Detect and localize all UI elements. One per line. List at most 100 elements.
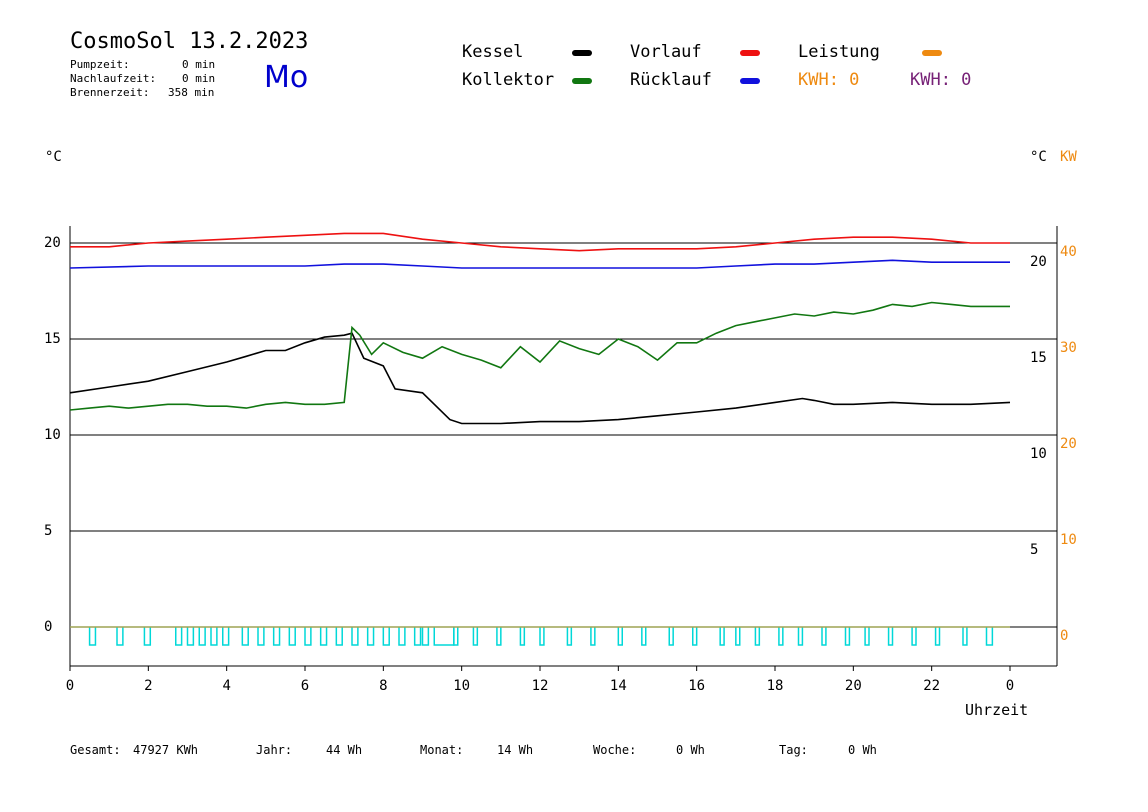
y-right-kw-tick-40: 40 bbox=[1060, 244, 1077, 260]
legend-kessel-swatch bbox=[572, 50, 592, 56]
y-right-c-tick-15: 15 bbox=[1030, 350, 1047, 366]
stat-pumpzeit-value: 0 min bbox=[182, 58, 216, 71]
footer-gesamt-label: Gesamt: bbox=[70, 743, 121, 757]
stat-pumpzeit-label: Pumpzeit: bbox=[70, 58, 130, 71]
series-line-vorlauf bbox=[70, 232, 1010, 252]
burner-pulse bbox=[116, 627, 124, 646]
burner-pulse bbox=[754, 627, 761, 646]
burner-pulse bbox=[88, 627, 97, 646]
burner-pulse bbox=[421, 627, 430, 646]
burner-pulse bbox=[821, 627, 827, 646]
x-tick-11: 22 bbox=[923, 678, 940, 694]
burner-pulse bbox=[641, 627, 647, 646]
burner-pulse bbox=[304, 627, 312, 646]
burner-pulse bbox=[539, 627, 545, 646]
x-tick-6: 12 bbox=[532, 678, 549, 694]
footer-tag-value: 0 Wh bbox=[848, 743, 877, 757]
x-tick-8: 16 bbox=[688, 678, 705, 694]
burner-pulse bbox=[985, 627, 994, 646]
burner-pulse bbox=[319, 627, 328, 646]
legend-kwh-leistung: KWH: 0 bbox=[798, 70, 860, 90]
y-left-tick-0: 0 bbox=[44, 619, 52, 635]
footer-monat-value: 14 Wh bbox=[497, 743, 534, 757]
burner-pulse bbox=[272, 627, 281, 646]
x-tick-9: 18 bbox=[767, 678, 784, 694]
burner-pulse bbox=[864, 627, 870, 646]
burner-pulse bbox=[453, 627, 459, 646]
y-right-kw-tick-0: 0 bbox=[1060, 628, 1068, 644]
burner-pulse bbox=[797, 627, 804, 646]
burner-pulse bbox=[198, 627, 206, 646]
right-axis-unit-celsius: °C bbox=[1030, 149, 1047, 165]
legend-leistung-swatch bbox=[922, 50, 942, 56]
burner-pulse bbox=[186, 627, 195, 646]
burner-pulse bbox=[257, 627, 265, 646]
x-axis-label: Uhrzeit bbox=[965, 701, 1028, 719]
burner-pulse bbox=[735, 627, 741, 646]
y-left-tick-10: 10 bbox=[44, 427, 61, 443]
y-right-c-tick-10: 10 bbox=[1030, 446, 1047, 462]
burner-pulse bbox=[366, 627, 375, 646]
burner-pulse bbox=[566, 627, 573, 646]
footer-woche-label: Woche: bbox=[593, 743, 637, 757]
burner-pulse bbox=[719, 627, 725, 646]
burner-pulse bbox=[519, 627, 526, 646]
burner-pulse bbox=[398, 627, 406, 646]
legend-vorlauf-swatch bbox=[740, 50, 760, 56]
footer-tag-label: Tag: bbox=[779, 743, 808, 757]
burner-pulse bbox=[668, 627, 674, 646]
x-tick-4: 8 bbox=[379, 678, 387, 694]
y-right-c-tick-5: 5 bbox=[1030, 542, 1038, 558]
burner-pulse bbox=[692, 627, 698, 646]
legend-ruecklauf-label: Rücklauf bbox=[630, 70, 712, 90]
burner-pulse bbox=[911, 627, 917, 646]
x-tick-7: 14 bbox=[610, 678, 627, 694]
burner-pulse bbox=[222, 627, 230, 646]
burner-pulse bbox=[887, 627, 894, 646]
legend-kollektor-swatch bbox=[572, 78, 592, 84]
legend-kollektor-label: Kollektor bbox=[462, 70, 555, 90]
x-tick-2: 4 bbox=[222, 678, 230, 694]
right-axis-unit-kw: KW bbox=[1060, 149, 1077, 165]
footer-monat-label: Monat: bbox=[420, 743, 464, 757]
stat-nachlaufzeit-value: 0 min bbox=[182, 72, 216, 85]
stat-nachlaufzeit-label: Nachlaufzeit: bbox=[70, 72, 157, 85]
burner-pulse bbox=[617, 627, 623, 646]
footer-gesamt-value: 47927 KWh bbox=[133, 743, 199, 757]
x-tick-3: 6 bbox=[301, 678, 309, 694]
y-right-kw-tick-10: 10 bbox=[1060, 532, 1077, 548]
burner-pulse bbox=[335, 627, 343, 646]
left-axis-unit: °C bbox=[45, 149, 62, 165]
burner-pulse bbox=[433, 627, 455, 646]
burner-pulse bbox=[472, 627, 479, 646]
burner-pulse bbox=[382, 627, 390, 646]
burner-pulse bbox=[351, 627, 359, 646]
burner-pulse bbox=[241, 627, 249, 646]
x-tick-12: 0 bbox=[1006, 678, 1014, 694]
burner-pulse bbox=[288, 627, 296, 646]
stat-brennerzeit-value: 358 min bbox=[168, 86, 215, 99]
x-tick-1: 2 bbox=[144, 678, 152, 694]
series-line-kollektor bbox=[69, 301, 1010, 411]
legend-ruecklauf-swatch bbox=[740, 78, 760, 84]
chart-title: CosmoSol 13.2.2023 bbox=[70, 29, 309, 54]
burner-pulse bbox=[175, 627, 183, 646]
burner-pulse bbox=[934, 627, 941, 646]
series-line-kessel bbox=[69, 332, 1011, 425]
x-tick-10: 20 bbox=[845, 678, 862, 694]
x-tick-5: 10 bbox=[453, 678, 470, 694]
burner-pulse bbox=[778, 627, 784, 646]
y-left-tick-20: 20 bbox=[44, 235, 61, 251]
footer-jahr-label: Jahr: bbox=[256, 743, 293, 757]
y-left-tick-5: 5 bbox=[44, 523, 52, 539]
weekday-label: Mo bbox=[264, 60, 309, 95]
burner-pulse bbox=[962, 627, 968, 646]
burner-pulse bbox=[210, 627, 218, 646]
y-right-c-tick-20: 20 bbox=[1030, 254, 1047, 270]
y-right-kw-tick-30: 30 bbox=[1060, 340, 1077, 356]
x-tick-0: 0 bbox=[66, 678, 74, 694]
footer-jahr-value: 44 Wh bbox=[326, 743, 363, 757]
burner-pulse bbox=[143, 627, 152, 646]
burner-pulse bbox=[844, 627, 851, 646]
